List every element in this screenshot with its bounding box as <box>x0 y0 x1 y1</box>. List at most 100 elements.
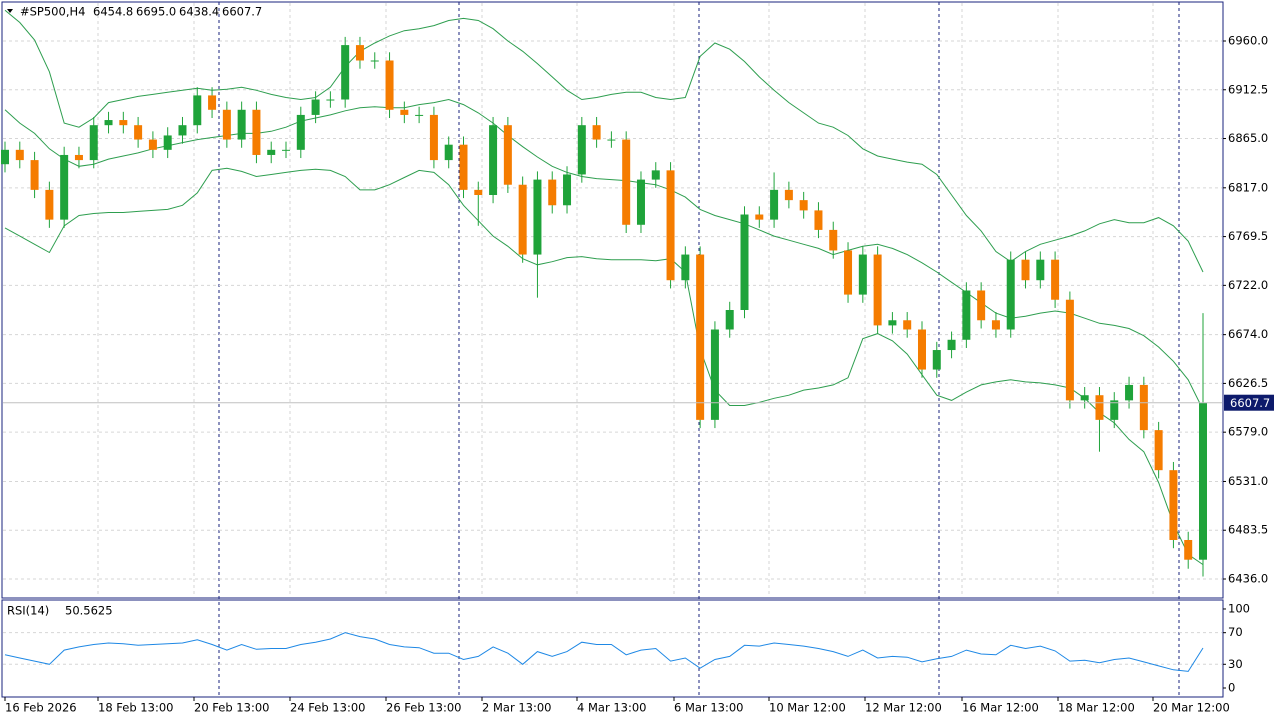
y-tick-label: 6817.0 <box>1228 180 1268 194</box>
candle-body <box>1169 470 1178 540</box>
y-tick-label: 6626.5 <box>1228 376 1268 390</box>
candle-body <box>267 149 276 155</box>
y-tick-label: 6865.0 <box>1228 131 1268 145</box>
x-tick-label: 6 Mar 13:00 <box>674 701 743 715</box>
candle-body <box>74 154 83 161</box>
rsi-title: RSI(14) <box>7 604 49 618</box>
candle-body <box>370 60 379 62</box>
candle-body <box>237 109 246 140</box>
header-open: 6454.8 <box>93 5 133 19</box>
candle-body <box>548 179 557 206</box>
candle-body <box>1065 299 1074 401</box>
candle-body <box>755 214 764 220</box>
candle-body <box>622 139 631 225</box>
candle-body <box>341 45 350 100</box>
candle-body <box>829 229 838 251</box>
candle-body <box>962 290 971 340</box>
candle-body <box>563 174 572 206</box>
candle-body <box>148 139 157 150</box>
candle-body <box>1110 400 1119 420</box>
candle-body <box>474 189 483 196</box>
rsi-value: 50.5625 <box>65 604 113 618</box>
candle-body <box>1036 259 1045 281</box>
candle-body <box>666 170 675 281</box>
header-close: 6607.7 <box>222 5 262 19</box>
candle-body <box>725 309 734 330</box>
y-tick-label: 6483.5 <box>1228 523 1268 537</box>
candle-body <box>991 320 1000 330</box>
x-tick-label: 16 Mar 12:00 <box>962 701 1039 715</box>
candle-body <box>844 250 853 295</box>
candle-body <box>296 114 305 150</box>
candle-body <box>385 60 394 110</box>
candle-body <box>1006 259 1015 330</box>
candle-body <box>592 125 601 140</box>
candle-body <box>873 254 882 326</box>
candle-body <box>1095 395 1104 420</box>
candle-body <box>533 179 542 255</box>
candle-body <box>681 254 690 281</box>
x-tick-label: 18 Mar 12:00 <box>1058 701 1135 715</box>
candle-body <box>932 350 941 370</box>
price-tag <box>1224 394 1274 411</box>
candle-body <box>489 125 498 196</box>
candle-body <box>770 189 779 220</box>
candle-body <box>1021 259 1030 281</box>
x-tick-label: 18 Feb 13:00 <box>98 701 173 715</box>
y-tick-label: 6531.0 <box>1228 474 1268 488</box>
candle-body <box>977 290 986 321</box>
menu-triangle[interactable] <box>7 9 13 13</box>
main-pane-frame <box>1 1 1224 599</box>
y-tick-label: 6722.0 <box>1228 278 1268 292</box>
candle-body <box>888 320 897 326</box>
candle-body <box>326 99 335 101</box>
candle-body <box>858 254 867 295</box>
candle-body <box>577 125 586 175</box>
candle-body <box>1139 384 1148 431</box>
plot-layer: 6960.0 6912.5 6865.0 6817.0 6769.5 6722.0 6674… <box>1 3 1274 715</box>
bollinger-lower <box>4 167 1204 566</box>
x-tick-label: 16 Feb 2026 <box>5 701 77 715</box>
candle-body <box>119 120 128 126</box>
rsi-line <box>4 632 1204 672</box>
candle-body <box>15 149 24 161</box>
candle-body <box>636 179 645 225</box>
bollinger-middle <box>4 98 1204 410</box>
y-tick-label: 6674.0 <box>1228 327 1268 341</box>
candle-body <box>311 99 320 115</box>
y-tick-label: 6579.0 <box>1228 425 1268 439</box>
candle-body <box>193 95 202 126</box>
candle-body <box>947 339 956 351</box>
candle-body <box>45 189 54 220</box>
candle-body <box>208 95 217 110</box>
candle-body <box>30 160 39 190</box>
price-tag-label: 6607.7 <box>1230 396 1270 410</box>
candle-body <box>415 114 424 116</box>
y-tick-label: 6769.5 <box>1228 229 1268 243</box>
candle-body <box>1199 402 1207 560</box>
candle-body <box>134 125 143 140</box>
candle-body <box>696 254 705 420</box>
candle-body <box>1125 384 1134 401</box>
x-tick-label: 20 Mar 12:00 <box>1153 701 1230 715</box>
candle-body <box>917 329 926 370</box>
candle-body <box>1080 395 1089 401</box>
candle-body <box>429 114 438 161</box>
candle-body <box>282 149 291 151</box>
y-tick-label: 6960.0 <box>1228 33 1268 47</box>
candle-body <box>651 170 660 180</box>
x-tick-label: 4 Mar 13:00 <box>577 701 646 715</box>
period-separators <box>218 2 1180 697</box>
candle-body <box>400 109 409 115</box>
rsi-pane-frame <box>1 599 1224 698</box>
candle-body <box>222 109 231 140</box>
candle-body <box>903 320 912 330</box>
candle-body <box>1 149 9 165</box>
x-tick-label: 20 Feb 13:00 <box>194 701 269 715</box>
candle-body <box>710 329 719 420</box>
header-high: 6695.0 <box>136 5 176 19</box>
candle-body <box>1184 539 1193 560</box>
candle-body <box>799 200 808 211</box>
candle-body <box>740 214 749 310</box>
